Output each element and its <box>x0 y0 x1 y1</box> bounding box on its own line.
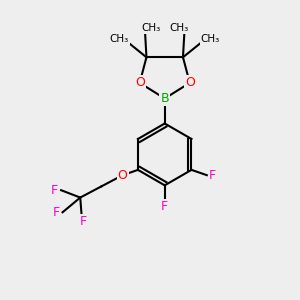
Text: CH₃: CH₃ <box>200 34 220 44</box>
Text: CH₃: CH₃ <box>169 23 188 33</box>
Text: F: F <box>161 200 168 213</box>
Text: B: B <box>160 92 169 105</box>
Text: CH₃: CH₃ <box>110 34 129 44</box>
Text: O: O <box>185 76 195 89</box>
Text: F: F <box>80 215 87 229</box>
Text: F: F <box>52 206 60 219</box>
Text: F: F <box>209 169 216 182</box>
Text: O: O <box>135 76 145 89</box>
Text: F: F <box>51 184 58 197</box>
Text: CH₃: CH₃ <box>141 23 160 33</box>
Text: O: O <box>118 169 128 182</box>
